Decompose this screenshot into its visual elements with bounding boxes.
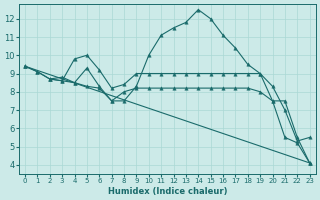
- X-axis label: Humidex (Indice chaleur): Humidex (Indice chaleur): [108, 187, 227, 196]
